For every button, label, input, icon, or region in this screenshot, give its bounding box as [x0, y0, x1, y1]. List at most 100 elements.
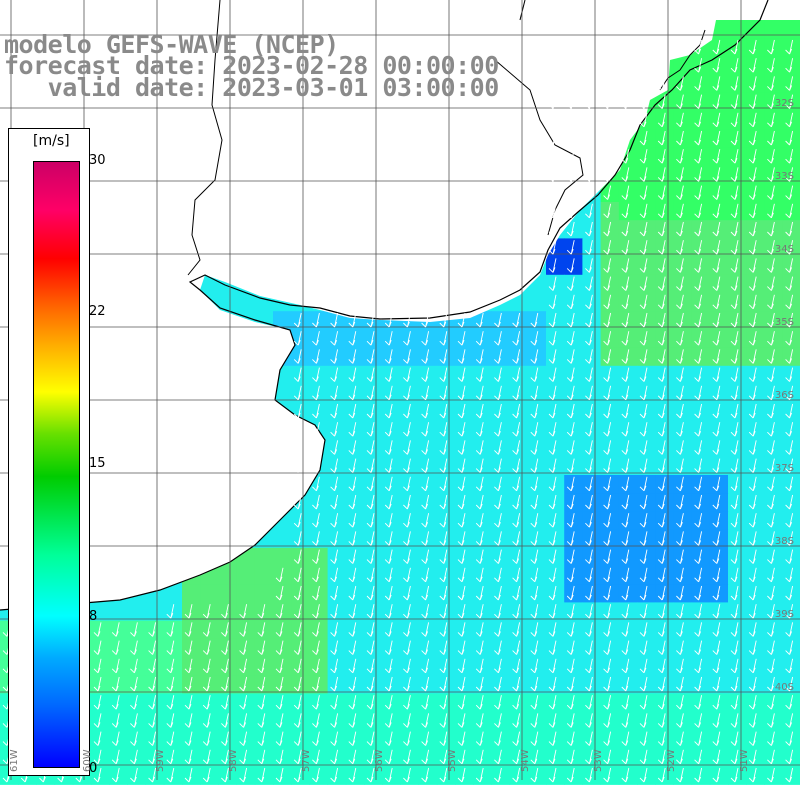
wind-arrow	[530, 422, 539, 437]
wind-arrow	[785, 167, 794, 182]
wind-arrow	[530, 731, 539, 746]
wind-arrow	[657, 185, 666, 200]
wind-arrow	[748, 676, 757, 692]
wind-arrow	[239, 658, 248, 674]
wind-arrow	[421, 312, 430, 328]
wind-arrow	[475, 622, 484, 637]
wind-arrow	[202, 676, 211, 692]
wind-arrow	[730, 312, 739, 328]
wind-arrow	[566, 276, 575, 291]
wind-arrow	[712, 367, 721, 382]
wind-arrow	[657, 94, 666, 109]
wind-arrow	[330, 604, 339, 619]
wind-arrow	[548, 494, 557, 510]
wind-arrow	[639, 640, 648, 655]
wind-arrow	[494, 676, 502, 692]
wind-arrow	[621, 240, 630, 255]
wind-arrow	[384, 440, 393, 455]
wind-arrow	[621, 349, 630, 364]
wind-arrow	[639, 422, 648, 437]
wind-arrow	[366, 531, 375, 546]
wind-arrow	[421, 458, 430, 473]
wind-arrow	[676, 240, 684, 255]
wind-arrow	[475, 385, 484, 401]
wind-arrow	[494, 367, 502, 382]
wind-arrow	[621, 494, 630, 510]
latitude-label: 32S	[774, 98, 794, 109]
wind-arrow	[530, 440, 539, 455]
wind-arrow	[221, 749, 229, 765]
wind-arrow	[384, 531, 393, 546]
wind-arrow	[348, 713, 357, 728]
wind-arrow	[439, 640, 448, 655]
wind-arrow	[330, 622, 339, 637]
wind-arrow	[366, 331, 375, 346]
wind-arrow	[148, 695, 157, 710]
wind-arrow	[585, 676, 593, 692]
wind-arrow	[621, 767, 630, 783]
wind-arrow	[785, 767, 794, 783]
wind-arrow	[366, 640, 375, 655]
wind-arrow	[421, 403, 430, 419]
wind-arrow	[603, 658, 612, 674]
wind-arrow	[548, 476, 557, 492]
wind-arrow	[603, 203, 612, 219]
wind-arrow	[494, 513, 502, 528]
wind-arrow	[767, 149, 775, 164]
wind-arrow	[566, 622, 575, 637]
wind-arrow	[603, 331, 612, 346]
wind-arrow	[730, 640, 739, 655]
latitude-label: 38S	[774, 536, 794, 547]
wind-arrow	[403, 713, 411, 728]
wind-arrow	[330, 585, 339, 601]
wind-arrow	[184, 658, 193, 674]
wind-arrow	[548, 149, 557, 164]
wind-arrow	[657, 331, 666, 346]
wind-arrow	[475, 549, 484, 564]
wind-arrow	[421, 713, 430, 728]
wind-arrow	[366, 567, 375, 583]
wind-arrow	[293, 549, 302, 564]
wind-arrow	[512, 476, 521, 492]
wind-arrow	[93, 622, 102, 637]
wind-arrow	[312, 440, 320, 455]
wind-arrow	[730, 385, 739, 401]
wind-arrow	[585, 549, 593, 564]
wind-arrow	[348, 658, 357, 674]
wind-arrow	[312, 494, 320, 510]
wind-arrow	[202, 604, 211, 619]
wind-arrow	[767, 403, 775, 419]
wind-arrow	[621, 622, 630, 637]
wind-arrow	[130, 713, 138, 728]
wind-arrow	[275, 695, 284, 710]
wind-arrow	[785, 185, 794, 200]
wind-arrow	[621, 294, 630, 310]
wind-arrow	[748, 39, 757, 55]
wind-arrow	[293, 458, 302, 473]
wind-arrow	[748, 203, 757, 219]
wind-arrow	[512, 458, 521, 473]
wind-arrow	[403, 604, 411, 619]
wind-arrow	[730, 458, 739, 473]
wind-arrow	[348, 403, 357, 419]
wind-arrow	[494, 422, 502, 437]
wind-arrow	[748, 549, 757, 564]
wind-arrow	[566, 185, 575, 200]
wind-arrow	[730, 331, 739, 346]
wind-arrow	[221, 731, 229, 746]
wind-arrow	[785, 76, 794, 91]
wind-arrow	[785, 676, 794, 692]
wind-arrow	[457, 622, 466, 637]
wind-arrow	[548, 94, 557, 109]
wind-arrow	[657, 276, 666, 291]
wind-arrow	[512, 513, 521, 528]
wind-arrow	[657, 731, 666, 746]
wind-arrow	[530, 695, 539, 710]
wind-arrow	[330, 312, 339, 328]
wind-arrow	[603, 367, 612, 382]
wind-arrow	[293, 749, 302, 765]
wind-arrow	[348, 422, 357, 437]
wind-arrow	[712, 403, 721, 419]
wind-arrow	[639, 167, 648, 182]
